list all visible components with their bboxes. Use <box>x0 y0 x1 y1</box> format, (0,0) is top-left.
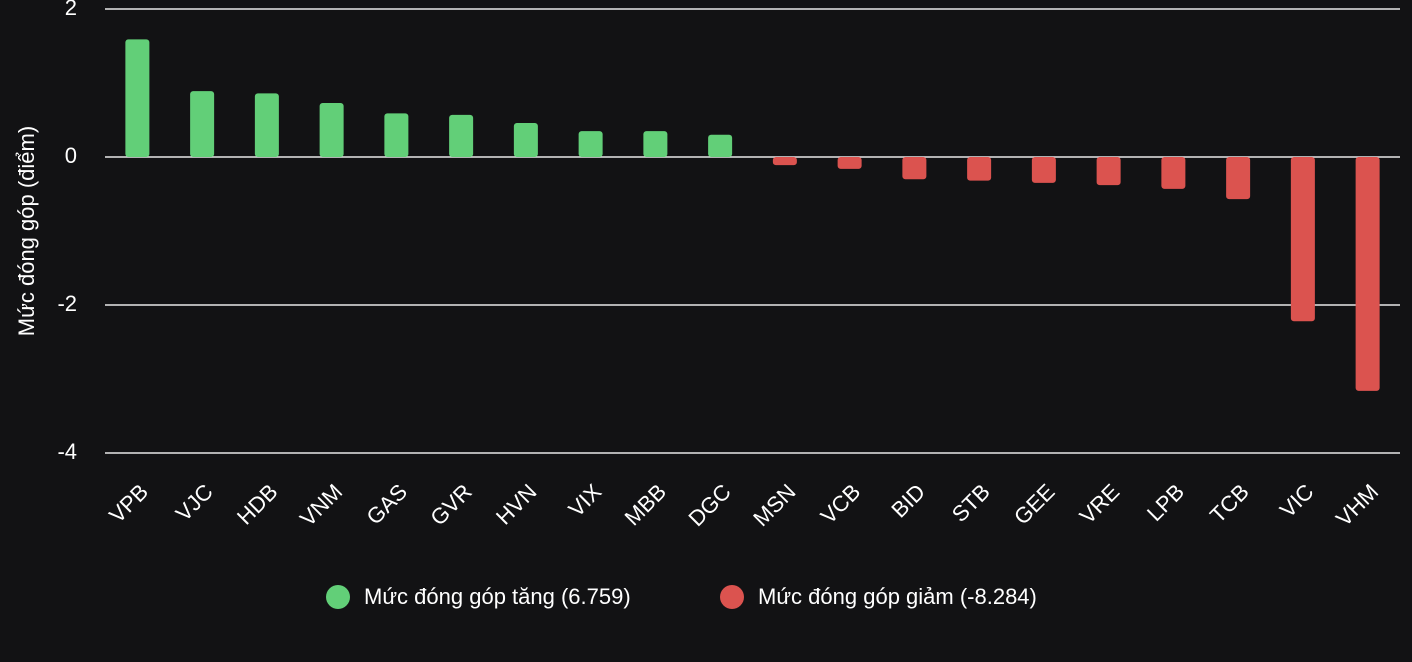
x-tick-label: VHM <box>1331 479 1383 531</box>
x-tick-label: GEE <box>1009 479 1060 530</box>
x-tick-label: VIX <box>564 479 607 522</box>
x-tick-label: BID <box>886 479 930 523</box>
legend-label: Mức đóng góp giảm (-8.284) <box>758 584 1037 609</box>
bar <box>837 157 862 169</box>
bar <box>1355 157 1380 391</box>
bar <box>578 131 603 157</box>
x-tick-label: GVR <box>425 479 476 530</box>
y-axis-label: Mức đóng góp (điểm) <box>14 126 39 336</box>
x-tick-label: HVN <box>491 479 542 530</box>
bar <box>1096 157 1121 186</box>
x-tick-label: VCB <box>816 479 866 529</box>
x-tick-label: LPB <box>1142 479 1189 526</box>
x-tick-label: MBB <box>620 479 671 530</box>
y-tick-label: -4 <box>57 439 77 464</box>
bar <box>125 39 150 158</box>
bar <box>708 134 733 157</box>
legend-label: Mức đóng góp tăng (6.759) <box>364 584 631 609</box>
x-tick-label: STB <box>947 479 995 527</box>
bar <box>643 131 668 157</box>
bar <box>967 157 992 181</box>
x-tick-label: VNM <box>295 479 347 531</box>
bar <box>513 122 538 157</box>
bar <box>902 157 927 180</box>
x-tick-label: HDB <box>232 479 283 530</box>
bar <box>1031 157 1056 183</box>
y-tick-label: 0 <box>65 143 77 168</box>
x-tick-label: DGC <box>684 479 736 531</box>
y-tick-label: 2 <box>65 0 77 20</box>
x-tick-label: TCB <box>1205 479 1254 528</box>
y-tick-label: -2 <box>57 291 77 316</box>
x-tick-label: GAS <box>361 479 412 530</box>
legend-marker <box>720 585 744 609</box>
bar <box>190 91 215 157</box>
x-tick-label: VPB <box>104 479 153 528</box>
bar <box>1161 157 1186 189</box>
x-tick-label: VIC <box>1275 479 1319 523</box>
bar <box>772 157 797 166</box>
legend-marker <box>326 585 350 609</box>
x-tick-label: VJC <box>171 479 218 526</box>
bar <box>319 102 344 157</box>
bar <box>384 113 409 157</box>
bar <box>449 114 474 157</box>
bar <box>254 93 279 157</box>
bar <box>1226 157 1251 200</box>
x-tick-label: VRE <box>1075 479 1125 529</box>
x-tick-label: MSN <box>748 479 800 531</box>
bar <box>1290 157 1315 322</box>
